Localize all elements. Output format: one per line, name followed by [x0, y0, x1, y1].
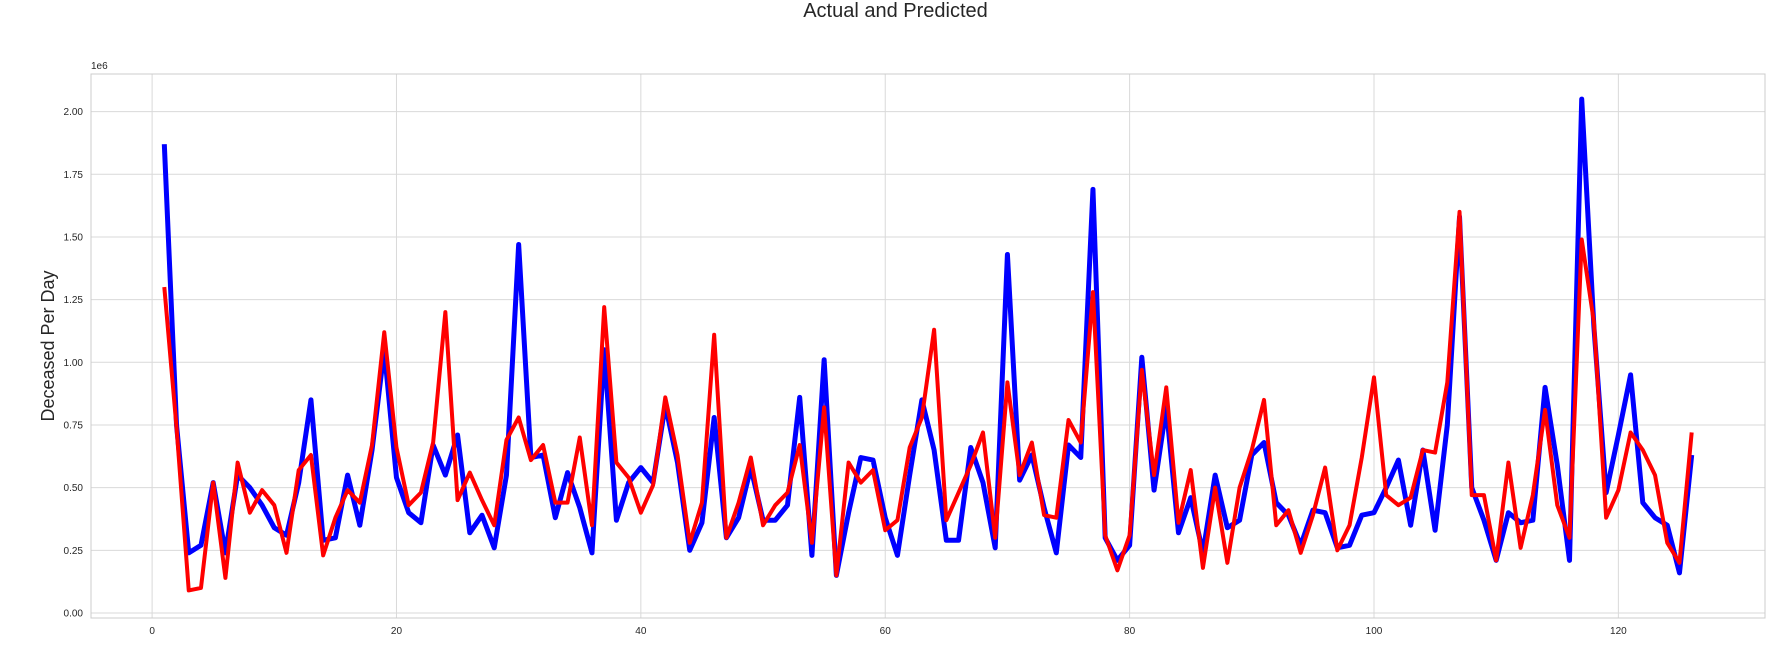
series-line-1: [161, 96, 1695, 578]
y-tick-label: 1.25: [64, 295, 84, 306]
y-axis-label: Deceased Per Day: [38, 270, 58, 421]
x-tick-label: 120: [1610, 626, 1627, 637]
series-layer: [161, 96, 1695, 593]
y-tick-label: 0.75: [64, 420, 84, 431]
y-tick-label: 0.50: [64, 483, 84, 494]
plot-frame: [90, 73, 1766, 619]
x-tick-label: 40: [635, 626, 647, 637]
series-line-2: [162, 209, 1694, 593]
x-tick-label: 60: [880, 626, 892, 637]
y-tick-label: 0.00: [64, 608, 84, 619]
y-tick-label: 2.00: [64, 107, 84, 118]
chart-title: Actual and Predicted: [803, 0, 988, 22]
y-tick-label: 0.25: [64, 546, 84, 557]
y-tick-label: 1.50: [64, 232, 84, 243]
y-scale-note: 1e6: [91, 61, 108, 72]
y-tick-label: 1.75: [64, 170, 84, 181]
x-tick-label: 0: [149, 626, 155, 637]
grid: [91, 74, 1765, 618]
tick-labels: 0 20 40 60 80 100 120 0.00 0.25 0.50 0.75 1.00 1.25 1…: [64, 107, 1628, 637]
y-tick-label: 1.00: [64, 358, 84, 369]
x-tick-label: 20: [391, 626, 403, 637]
x-tick-label: 80: [1124, 626, 1136, 637]
x-tick-label: 100: [1366, 626, 1383, 637]
